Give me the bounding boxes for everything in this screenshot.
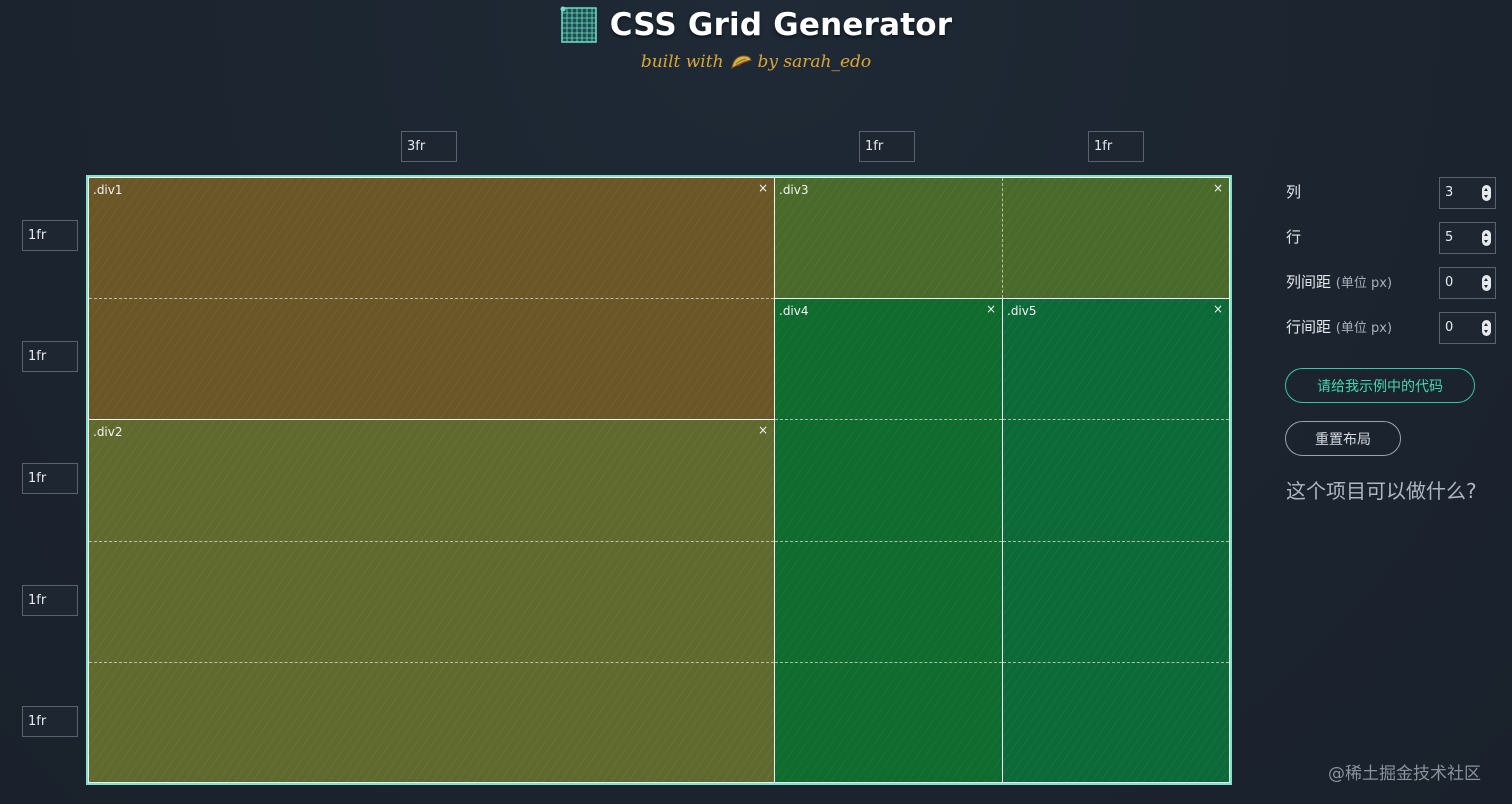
column-gap-label-text: 列间距: [1286, 273, 1332, 291]
row-gap-label-text: 行间距: [1286, 318, 1332, 336]
close-icon[interactable]: ×: [757, 423, 768, 437]
column-gap-input[interactable]: 0: [1439, 267, 1496, 299]
close-icon[interactable]: ×: [985, 302, 996, 316]
close-icon[interactable]: ×: [1212, 181, 1223, 195]
grid-area-div2[interactable]: .div2 ×: [88, 419, 775, 783]
grid-area-div4[interactable]: .div4 ×: [774, 298, 1003, 783]
stepper-icon[interactable]: [1482, 185, 1491, 201]
column-3-size-input[interactable]: [1088, 131, 1144, 162]
page-title: CSS Grid Generator: [609, 7, 953, 43]
watermark: @稀土掘金技术社区: [1328, 764, 1481, 784]
grid-line: [89, 541, 774, 542]
area-label: .div1: [93, 183, 123, 197]
grid-line: [1003, 419, 1229, 420]
what-can-this-do-link[interactable]: 这个项目可以做什么?: [1286, 479, 1477, 503]
rows-count-value: 5: [1445, 230, 1454, 245]
header: CSS Grid Generator built with by sarah_e…: [0, 6, 1512, 72]
stepper-icon[interactable]: [1482, 320, 1491, 336]
columns-count-value: 3: [1445, 185, 1454, 200]
row-gap-value: 0: [1445, 320, 1454, 335]
columns-count-input[interactable]: 3: [1439, 177, 1496, 209]
taco-icon: [730, 54, 752, 70]
grid-line: [775, 541, 1002, 542]
grid-area-div3[interactable]: .div3 ×: [774, 177, 1230, 299]
rows-label: 行: [1286, 228, 1302, 246]
grid-canvas[interactable]: .div1 × .div2 × .div3 × .div4 × .div5 ×: [86, 175, 1232, 785]
subtitle: built with by sarah_edo: [0, 52, 1512, 72]
row-2-size-input[interactable]: [22, 341, 78, 372]
row-1-size-input[interactable]: [22, 220, 78, 251]
area-label: .div4: [779, 304, 809, 318]
grid-line: [775, 419, 1002, 420]
stepper-icon[interactable]: [1482, 230, 1491, 246]
row-3-size-input[interactable]: [22, 463, 78, 494]
grid-line: [1003, 662, 1229, 663]
subtitle-prefix: built with: [640, 52, 724, 72]
grid-area-div5[interactable]: .div5 ×: [1002, 298, 1230, 783]
area-label: .div2: [93, 425, 123, 439]
grid-logo-icon: [560, 6, 598, 44]
grid-line: [1002, 178, 1003, 298]
subtitle-suffix: by sarah_edo: [757, 52, 872, 72]
column-gap-label: 列间距 (单位 px): [1286, 271, 1392, 292]
columns-label: 列: [1286, 183, 1302, 201]
row-gap-unit: (单位 px): [1335, 321, 1393, 336]
column-1-size-input[interactable]: [401, 131, 457, 162]
grid-line: [89, 662, 774, 663]
row-gap-label: 行间距 (单位 px): [1286, 316, 1392, 337]
stepper-icon[interactable]: [1482, 275, 1491, 291]
row-5-size-input[interactable]: [22, 706, 78, 737]
area-label: .div3: [779, 183, 809, 197]
grid-line: [1003, 541, 1229, 542]
reset-layout-button[interactable]: 重置布局: [1285, 421, 1401, 456]
close-icon[interactable]: ×: [1212, 302, 1223, 316]
column-gap-unit: (单位 px): [1335, 276, 1393, 291]
column-gap-value: 0: [1445, 275, 1454, 290]
close-icon[interactable]: ×: [757, 181, 768, 195]
area-label: .div5: [1007, 304, 1037, 318]
grid-area-div1[interactable]: .div1 ×: [88, 177, 775, 420]
rows-count-input[interactable]: 5: [1439, 222, 1496, 254]
grid-line: [89, 298, 774, 299]
title-row: CSS Grid Generator: [560, 6, 953, 44]
row-gap-input[interactable]: 0: [1439, 312, 1496, 344]
column-2-size-input[interactable]: [859, 131, 915, 162]
show-code-button[interactable]: 请给我示例中的代码: [1285, 368, 1475, 403]
row-4-size-input[interactable]: [22, 585, 78, 616]
grid-line: [775, 662, 1002, 663]
